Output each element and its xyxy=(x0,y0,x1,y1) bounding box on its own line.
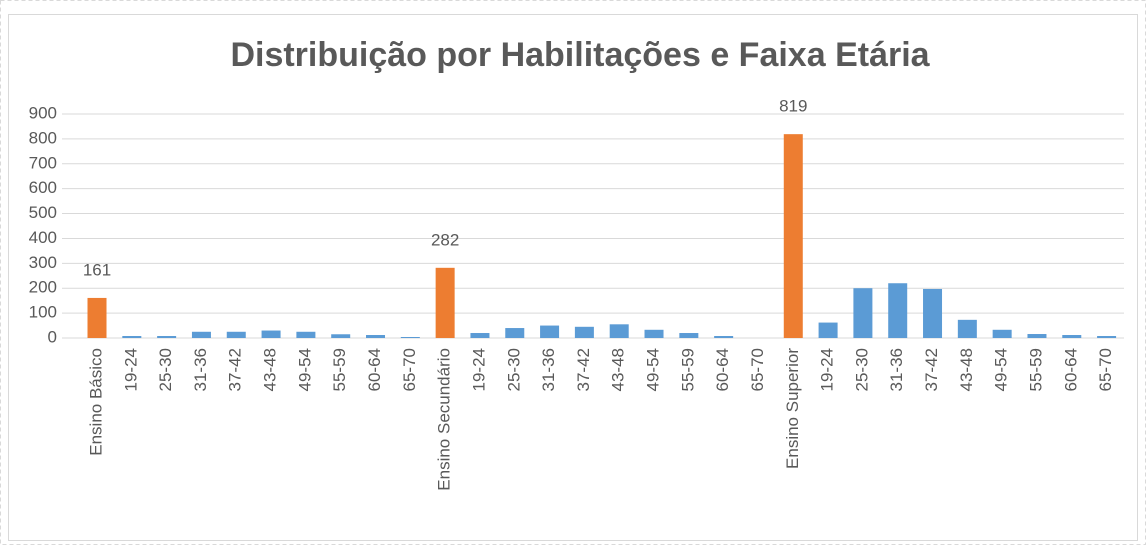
x-tick-label: Ensino Superior xyxy=(783,348,802,469)
x-tick-label: 31-36 xyxy=(539,348,558,391)
y-tick-label: 600 xyxy=(29,178,57,197)
bar xyxy=(1097,336,1117,338)
bar xyxy=(261,330,281,338)
x-tick-label: Ensino Básico xyxy=(86,348,105,456)
x-tick-label: 60-64 xyxy=(713,348,732,391)
y-tick-label: 700 xyxy=(29,153,57,172)
bar xyxy=(714,336,734,338)
bar xyxy=(923,288,943,338)
y-tick-label: 400 xyxy=(29,228,57,247)
bar xyxy=(366,335,386,338)
chart-area xyxy=(8,14,1138,541)
bar xyxy=(505,328,525,338)
x-tick-label: 37-42 xyxy=(226,348,245,391)
data-label: 819 xyxy=(779,97,807,116)
bar xyxy=(783,134,803,338)
data-label: 282 xyxy=(431,230,459,249)
x-tick-label: 31-36 xyxy=(191,348,210,391)
x-tick-label: 25-30 xyxy=(156,348,175,391)
bar xyxy=(157,336,177,338)
x-tick-label: 49-54 xyxy=(992,348,1011,391)
x-tick-label: 37-42 xyxy=(922,348,941,391)
x-tick-label: 49-54 xyxy=(295,348,314,391)
bar xyxy=(331,334,351,338)
bar xyxy=(609,324,629,338)
data-label: 161 xyxy=(83,260,111,279)
bar xyxy=(992,329,1012,338)
x-tick-label: 60-64 xyxy=(365,348,384,391)
x-tick-label: 55-59 xyxy=(1026,348,1045,391)
x-tick-label: 65-70 xyxy=(748,348,767,391)
x-tick-label: 19-24 xyxy=(818,348,837,391)
bar xyxy=(191,331,211,338)
y-tick-label: 100 xyxy=(29,303,57,322)
y-tick-label: 300 xyxy=(29,253,57,272)
y-tick-label: 0 xyxy=(48,327,57,346)
bar xyxy=(122,336,142,338)
x-tick-label: 49-54 xyxy=(644,348,663,391)
x-tick-label: 43-48 xyxy=(957,348,976,391)
x-tick-label: 25-30 xyxy=(852,348,871,391)
y-tick-label: 900 xyxy=(29,103,57,122)
x-tick-label: Ensino Secundário xyxy=(435,348,454,491)
x-tick-label: 31-36 xyxy=(887,348,906,391)
bar xyxy=(435,267,455,338)
bar xyxy=(818,322,838,338)
bar xyxy=(540,325,560,338)
x-tick-label: 19-24 xyxy=(469,348,488,391)
bar xyxy=(400,337,420,338)
x-tick-label: 43-48 xyxy=(609,348,628,391)
bar xyxy=(470,333,490,338)
x-tick-label: 55-59 xyxy=(678,348,697,391)
y-tick-label: 200 xyxy=(29,278,57,297)
x-tick-label: 65-70 xyxy=(1096,348,1115,391)
bar xyxy=(1027,334,1047,338)
bar xyxy=(644,329,664,338)
chart-title: Distribuição por Habilitações e Faixa Et… xyxy=(230,36,930,74)
y-tick-label: 800 xyxy=(29,128,57,147)
x-tick-label: 25-30 xyxy=(504,348,523,391)
x-tick-label: 19-24 xyxy=(121,348,140,391)
x-tick-label: 55-59 xyxy=(330,348,349,391)
bar xyxy=(296,331,316,338)
bar xyxy=(888,283,908,338)
bar xyxy=(957,319,977,338)
bar xyxy=(853,288,873,338)
y-tick-label: 500 xyxy=(29,203,57,222)
bar xyxy=(1062,335,1082,338)
x-tick-label: 43-48 xyxy=(261,348,280,391)
bar xyxy=(679,333,699,338)
bar xyxy=(226,331,246,338)
bar xyxy=(574,326,594,338)
x-tick-label: 60-64 xyxy=(1061,348,1080,391)
bar xyxy=(87,297,107,338)
x-tick-label: 37-42 xyxy=(574,348,593,391)
x-tick-label: 65-70 xyxy=(400,348,419,391)
